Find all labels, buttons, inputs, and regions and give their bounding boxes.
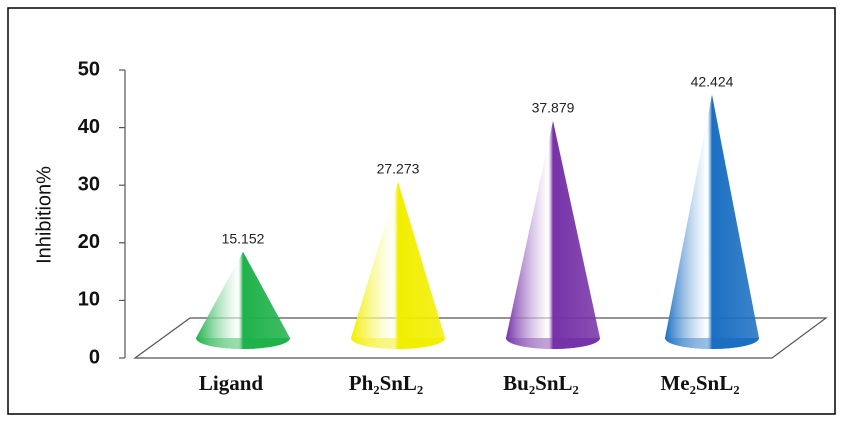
value-label: 37.879 — [532, 100, 575, 116]
y-tick-label: 20 — [78, 231, 100, 253]
value-label: 15.152 — [222, 230, 265, 246]
cone — [351, 181, 445, 349]
cone — [665, 94, 759, 349]
y-axis-label: Inhibition% — [33, 166, 55, 264]
y-tick-label: 10 — [78, 289, 100, 311]
value-label: 27.273 — [377, 161, 420, 177]
x-tick-label: Bu₂SnL₂ — [503, 371, 579, 395]
x-tick-label: Ph₂SnL₂ — [349, 371, 423, 395]
y-tick-label: 40 — [78, 116, 100, 138]
cone — [196, 251, 290, 349]
value-label: 42.424 — [691, 73, 734, 89]
y-tick-label: 0 — [89, 346, 100, 368]
x-tick-label: Ligand — [199, 371, 264, 395]
cone — [506, 120, 600, 350]
y-tick-label: 30 — [78, 173, 100, 195]
floor — [133, 317, 828, 359]
y-tick-label: 50 — [78, 58, 100, 80]
x-tick-label: Me₂SnL₂ — [660, 371, 739, 395]
